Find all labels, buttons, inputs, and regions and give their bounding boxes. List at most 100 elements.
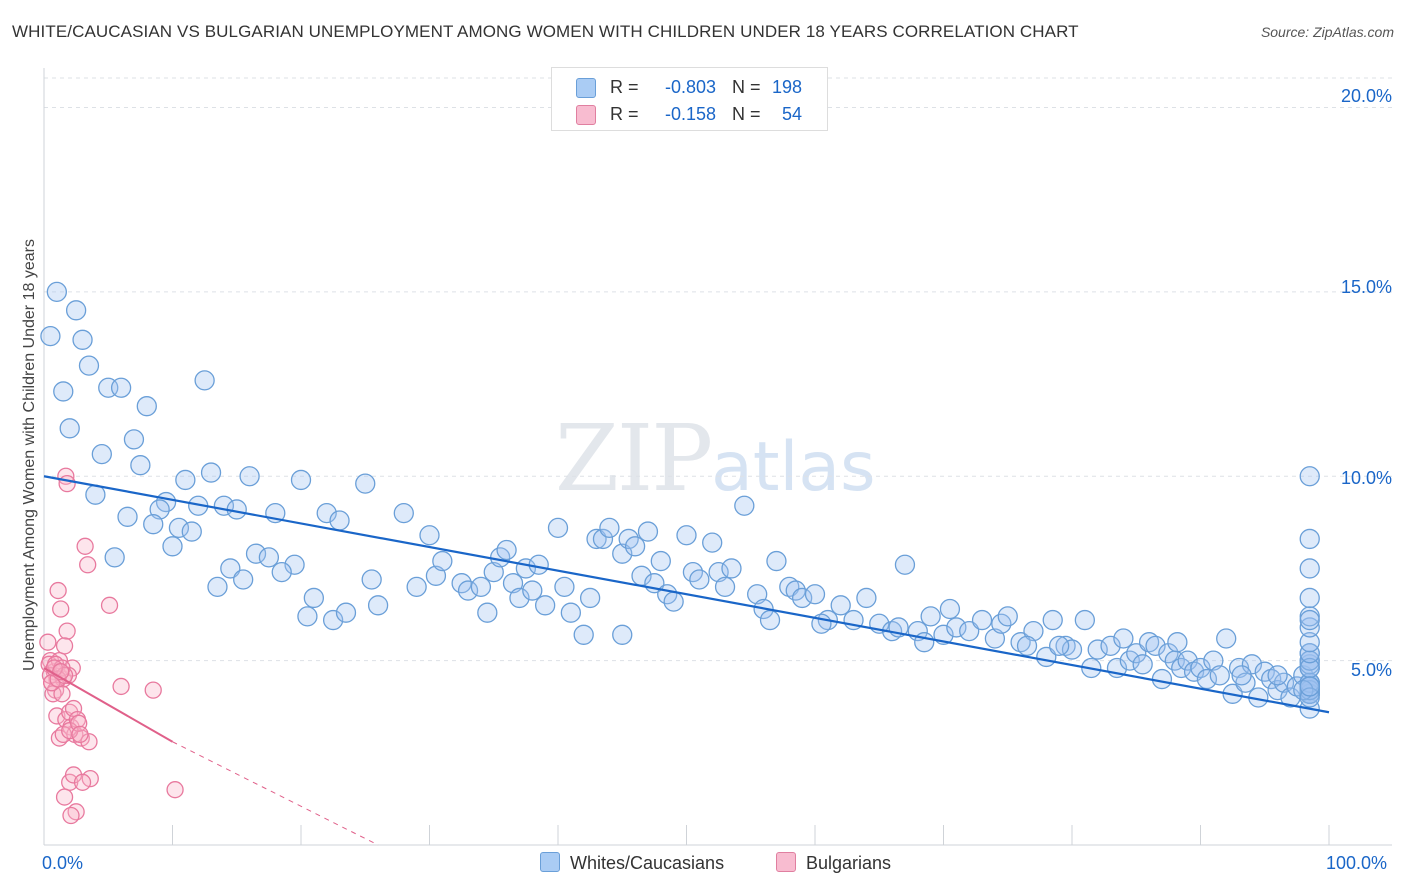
bottom-legend-label: Whites/Caucasians	[570, 853, 725, 873]
data-point-whites	[1167, 632, 1188, 653]
data-point-whites	[1126, 643, 1147, 664]
data-point-whites	[1196, 668, 1218, 690]
data-point-bulgarians	[49, 581, 67, 600]
data-point-whites	[1055, 635, 1076, 657]
legend-r-label: R =	[610, 104, 639, 124]
data-point-whites	[528, 554, 549, 575]
data-point-whites	[1151, 668, 1173, 690]
data-point-bulgarians	[112, 677, 130, 696]
data-point-whites	[920, 606, 941, 627]
data-point-whites	[592, 528, 614, 550]
data-point-whites	[894, 554, 916, 575]
data-point-whites	[496, 539, 517, 561]
data-point-whites	[1113, 628, 1134, 649]
data-point-whites	[290, 469, 312, 491]
data-point-whites	[689, 569, 710, 590]
data-point-whites	[1100, 635, 1121, 657]
watermark-atlas: atlas	[711, 428, 876, 507]
data-point-whites	[1231, 665, 1252, 686]
data-point-whites	[303, 587, 325, 609]
data-point-bulgarians	[58, 622, 76, 640]
data-point-bulgarians	[39, 633, 57, 651]
data-point-whites	[65, 300, 87, 321]
data-point-whites	[1299, 609, 1320, 631]
y-tick-label: 5.0%	[1350, 660, 1392, 680]
data-point-whites	[104, 547, 125, 568]
legend-r-value: -0.158	[664, 104, 716, 124]
data-point-whites	[53, 381, 74, 402]
data-point-whites	[419, 525, 440, 546]
data-point-whites	[971, 609, 993, 631]
data-point-whites	[355, 473, 376, 494]
data-point-whites	[1299, 558, 1320, 579]
trendline-bulgarians-extension	[172, 741, 379, 846]
data-point-bulgarians	[144, 681, 162, 699]
data-point-whites	[194, 370, 215, 391]
data-point-whites	[1209, 665, 1230, 686]
data-point-whites	[1299, 466, 1320, 487]
legend-swatch-pink	[576, 105, 596, 125]
data-point-whites	[1087, 639, 1108, 660]
data-point-whites	[721, 558, 742, 579]
data-point-whites	[175, 469, 196, 491]
data-point-whites	[1267, 665, 1288, 686]
data-point-bulgarians	[166, 781, 184, 799]
data-point-whites	[245, 543, 267, 564]
data-point-whites	[1061, 639, 1083, 660]
data-point-whites	[535, 595, 556, 616]
data-point-whites	[1190, 657, 1211, 679]
data-point-whites	[117, 506, 138, 527]
data-point-whites	[830, 595, 851, 616]
data-point-whites	[856, 587, 877, 609]
data-point-whites	[1010, 632, 1031, 653]
data-point-whites	[914, 632, 935, 653]
data-point-whites	[714, 576, 736, 598]
legend-n-label: N =	[732, 104, 761, 124]
source-label: Source: ZipAtlas.com	[1260, 24, 1394, 40]
data-point-whites	[136, 396, 157, 417]
data-point-whites	[1241, 654, 1263, 675]
data-point-whites	[335, 602, 357, 623]
data-point-whites	[78, 355, 100, 376]
legend-n-value: 54	[781, 104, 802, 124]
data-point-whites	[1216, 628, 1237, 649]
data-point-whites	[734, 495, 755, 516]
data-point-whites	[233, 569, 254, 590]
data-point-whites	[322, 609, 344, 631]
data-point-whites	[554, 576, 575, 598]
data-point-whites	[207, 576, 228, 598]
data-point-whites	[1132, 654, 1153, 675]
data-point-whites	[522, 580, 543, 601]
legend-r-value: -0.803	[664, 77, 716, 97]
data-point-bulgarians	[71, 725, 89, 744]
data-point-whites	[579, 587, 601, 609]
data-point-whites	[1016, 635, 1038, 657]
data-point-bulgarians	[73, 773, 92, 791]
bottom-legend-swatch-pink	[776, 852, 796, 872]
data-point-whites	[509, 587, 530, 609]
data-point-whites	[1299, 676, 1320, 697]
legend-row-whites: R = -0.803 N = 198	[552, 75, 827, 101]
data-point-whites	[560, 602, 581, 623]
legend-row-bulgarians: R = -0.158 N = 54	[552, 102, 827, 128]
data-point-whites	[1183, 661, 1205, 682]
y-tick-label: 10.0%	[1340, 468, 1392, 488]
data-point-whites	[573, 624, 594, 645]
data-point-whites	[1261, 668, 1282, 690]
data-point-whites	[1049, 635, 1070, 657]
data-point-whites	[72, 329, 93, 350]
data-point-whites	[220, 558, 241, 579]
data-point-whites	[1299, 687, 1320, 708]
bottom-legend-bulgarians: Bulgarians	[776, 852, 891, 874]
data-point-whites	[367, 595, 389, 616]
data-point-whites	[702, 532, 723, 553]
bottom-legend-swatch-blue	[540, 852, 560, 872]
data-point-whites	[1138, 632, 1160, 653]
trendline-whites	[43, 475, 1330, 714]
data-point-whites	[1299, 617, 1320, 638]
data-point-whites	[200, 462, 222, 483]
bottom-legend-label: Bulgarians	[806, 853, 892, 873]
data-point-whites	[1042, 609, 1063, 631]
data-point-whites	[130, 455, 151, 476]
